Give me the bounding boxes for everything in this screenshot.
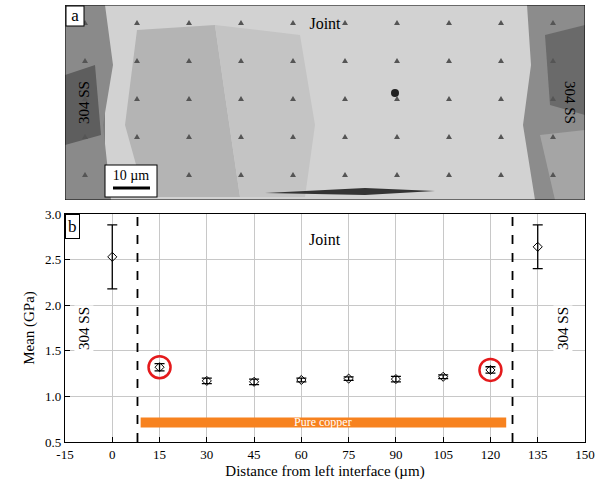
svg-text:120: 120 [481, 447, 501, 462]
svg-text:60: 60 [295, 447, 308, 462]
svg-text:Joint: Joint [309, 231, 341, 248]
svg-text:-15: -15 [56, 447, 73, 462]
svg-text:b: b [68, 217, 77, 236]
svg-text:304 SS: 304 SS [76, 307, 92, 350]
svg-text:30: 30 [200, 447, 213, 462]
svg-text:135: 135 [528, 447, 548, 462]
svg-text:105: 105 [433, 447, 453, 462]
svg-text:304 SS: 304 SS [555, 307, 571, 350]
svg-text:10 µm: 10 µm [113, 168, 150, 183]
svg-text:3.0: 3.0 [45, 207, 61, 222]
svg-text:1.0: 1.0 [45, 389, 61, 404]
svg-text:75: 75 [342, 447, 355, 462]
svg-text:Pure copper: Pure copper [294, 415, 352, 429]
svg-text:150: 150 [575, 447, 595, 462]
svg-text:45: 45 [248, 447, 261, 462]
svg-text:2.0: 2.0 [45, 298, 61, 313]
svg-text:90: 90 [389, 447, 402, 462]
svg-text:a: a [71, 6, 79, 25]
svg-text:2.5: 2.5 [45, 252, 61, 267]
svg-text:304 SS: 304 SS [76, 81, 92, 124]
svg-text:Mean (GPa): Mean (GPa) [21, 291, 38, 365]
svg-text:Distance from left interface (: Distance from left interface (µm) [225, 463, 424, 480]
svg-text:0: 0 [109, 447, 116, 462]
svg-text:0.5: 0.5 [45, 435, 61, 450]
svg-text:304 SS: 304 SS [562, 81, 578, 124]
svg-text:1.5: 1.5 [45, 343, 61, 358]
svg-text:Joint: Joint [309, 15, 341, 32]
svg-text:15: 15 [153, 447, 166, 462]
